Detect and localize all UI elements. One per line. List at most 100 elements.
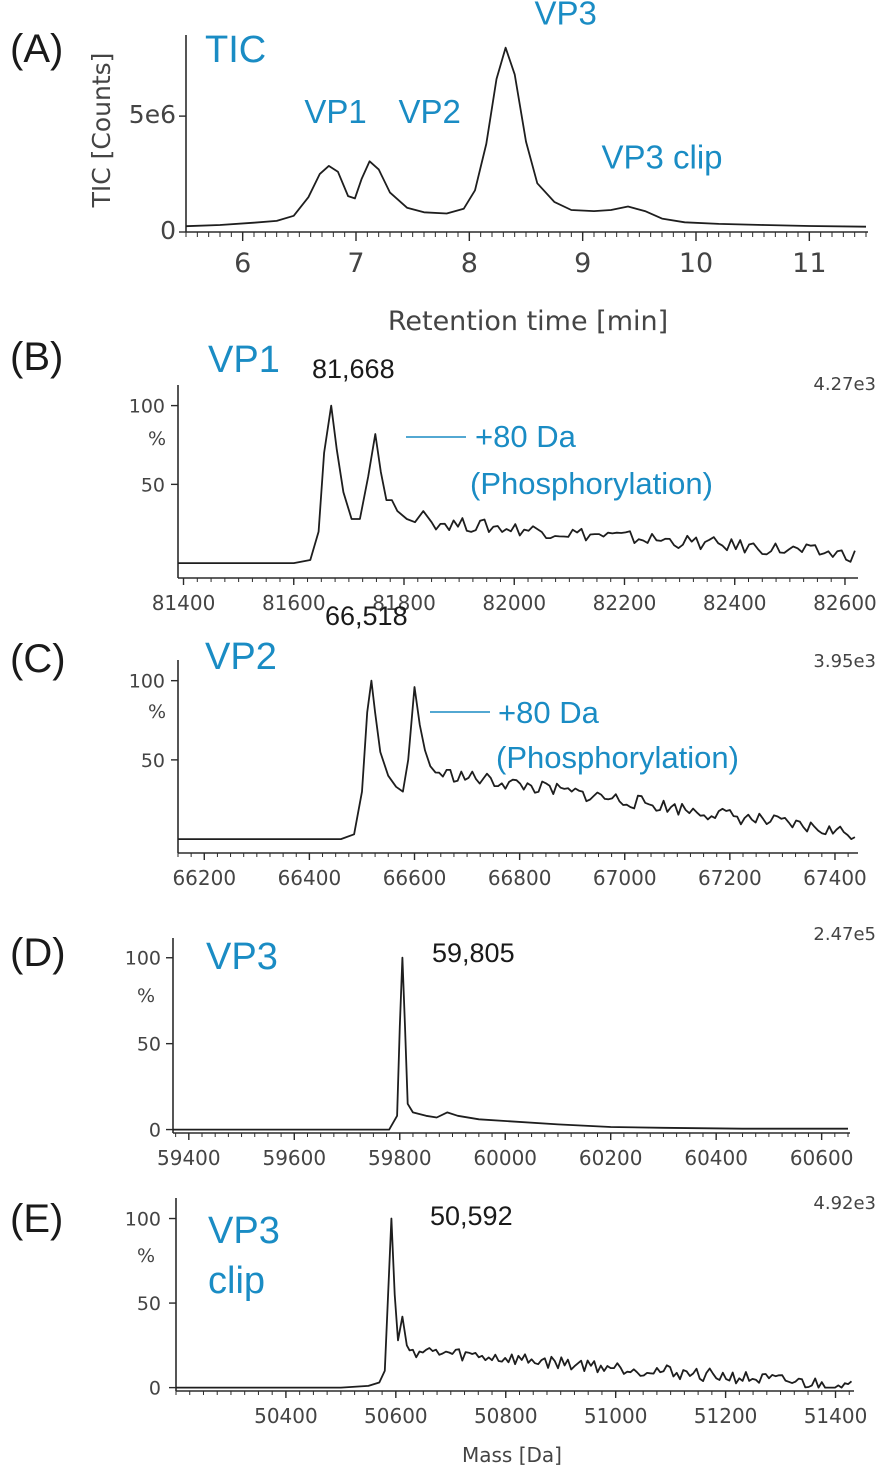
panel-c-percent-unit: % (148, 701, 166, 723)
x-tick-label: 66600 (383, 866, 447, 890)
y-tick-label: 100 (125, 948, 161, 970)
x-tick-label: 66200 (172, 866, 236, 890)
panel-e-plot: 50400 50600 50800 51000 51200 51400 0 50 100 (125, 1198, 868, 1428)
y-tick-label: 0 (149, 1120, 161, 1142)
x-tick-label: 67000 (593, 866, 657, 890)
panel-c-plot: 66200 66400 66600 66800 67000 67200 67400 50 100 (129, 660, 867, 890)
x-tick-label: 60400 (684, 1146, 748, 1170)
x-tick-label: 82000 (482, 591, 546, 615)
x-tick-label: 59600 (262, 1146, 326, 1170)
panel-c-title: VP2 (205, 636, 277, 678)
y-tick-label: 50 (141, 750, 165, 772)
panel-c-letter: (C) (10, 637, 66, 681)
x-tick-label: 81600 (262, 591, 326, 615)
panel-a-y-axis-title: TIC [Counts] (87, 53, 116, 209)
panel-b-intensity-scale: 4.27e3 (813, 374, 876, 395)
y-tick-label: 50 (137, 1034, 161, 1056)
x-tick-label: 66400 (278, 866, 342, 890)
panel-d-letter: (D) (10, 931, 66, 975)
spectrum-trace (185, 46, 867, 228)
panel-d-title: VP3 (206, 936, 278, 978)
panel-e: (E) VP3 clip 50,592 4.92e3 % Mass [Da] 5… (10, 1193, 876, 1467)
panel-e-percent-unit: % (137, 1245, 155, 1267)
x-tick-label: 10 (679, 248, 713, 279)
panel-c-annotation-modification: (Phosphorylation) (496, 740, 739, 775)
x-tick-label: 60200 (579, 1146, 643, 1170)
tic-peak-label: VP2 (398, 93, 460, 130)
panel-b-plot: 81400 81600 81800 82000 82200 82400 82600 50 100 (129, 385, 877, 615)
x-tick-label: 60000 (473, 1146, 537, 1170)
spectrum-trace (178, 404, 856, 564)
peak-apex (452, 765, 455, 768)
spectrum-trace (176, 1217, 853, 1389)
x-tick-label: 8 (461, 248, 478, 279)
panel-b: (B) VP1 81,668 4.27e3 % +80 Da (Phosphor… (10, 335, 877, 615)
y-tick-label: 0 (149, 1378, 161, 1400)
peak-apex (452, 1330, 455, 1333)
panel-d-peak-mass-label: 59,805 (432, 938, 515, 968)
x-tick-label: 60600 (790, 1146, 854, 1170)
peak-apex (482, 1344, 485, 1347)
x-tick-label: 50800 (474, 1404, 538, 1428)
x-tick-label: 11 (792, 248, 826, 279)
panel-a: (A) TIC TIC [Counts] Retention time [min… (10, 0, 868, 337)
panel-e-x-axis-title: Mass [Da] (462, 1443, 562, 1467)
x-tick-label: 59800 (368, 1146, 432, 1170)
spectrum-trace (173, 956, 848, 1131)
x-tick-label: 51200 (694, 1404, 758, 1428)
x-tick-label: 51000 (584, 1404, 648, 1428)
panel-c: (C) VP2 66,518 3.95e3 % +80 Da (Phosphor… (10, 601, 876, 890)
panel-a-letter: (A) (10, 27, 63, 71)
panel-b-percent-unit: % (148, 428, 166, 450)
panel-d-intensity-scale: 2.47e5 (813, 924, 876, 945)
x-tick-label: 82200 (593, 591, 657, 615)
panel-d: (D) VP3 59,805 2.47e5 % 59400 59600 59800 6… (10, 924, 876, 1170)
peak-apex (466, 749, 469, 752)
panel-e-title-line-2: clip (208, 1260, 265, 1302)
x-tick-label: 67200 (698, 866, 762, 890)
panel-a-title: TIC (205, 29, 266, 71)
panel-e-intensity-scale: 4.92e3 (813, 1193, 876, 1214)
y-tick-label: 100 (129, 671, 165, 693)
panel-e-letter: (E) (10, 1197, 63, 1241)
panel-a-plot: 6 7 8 9 10 11 0 5e6 VP1 VP2 VP3 VP3 clip (129, 0, 868, 279)
panel-a-x-axis-title: Retention time [min] (388, 306, 668, 337)
peak-apex (428, 1332, 431, 1335)
x-tick-label: 66800 (488, 866, 552, 890)
panel-c-annotation-mass-shift: +80 Da (498, 695, 600, 730)
x-tick-label: 7 (347, 248, 364, 279)
tic-peak-label: VP3 (534, 0, 596, 32)
x-tick-label: 50400 (254, 1404, 318, 1428)
panel-b-annotation-modification: (Phosphorylation) (470, 466, 713, 501)
x-tick-label: 9 (574, 248, 591, 279)
x-tick-label: 67400 (803, 866, 867, 890)
x-tick-label: 51400 (804, 1404, 868, 1428)
panel-d-plot: 59400 59600 59800 60000 60200 60400 60600 0 50 10… (125, 938, 854, 1170)
panel-e-peak-mass-label: 50,592 (430, 1201, 513, 1231)
tic-peak-label: VP3 clip (601, 138, 722, 175)
y-tick-label: 50 (141, 474, 165, 496)
y-tick-label: 5e6 (129, 100, 176, 129)
panel-e-title-line-1: VP3 (208, 1210, 280, 1252)
panel-b-annotation-mass-shift: +80 Da (475, 419, 577, 454)
x-tick-label: 6 (234, 248, 251, 279)
panel-b-title: VP1 (208, 339, 280, 381)
x-tick-label: 59400 (157, 1146, 221, 1170)
tic-peak-label: VP1 (304, 93, 366, 130)
y-tick-label: 50 (137, 1293, 161, 1315)
y-tick-label: 100 (129, 396, 165, 418)
y-tick-label: 100 (125, 1209, 161, 1231)
panel-c-peak-mass-label: 66,518 (325, 601, 408, 631)
x-tick-label: 81800 (372, 591, 436, 615)
panel-b-letter: (B) (10, 335, 63, 379)
x-tick-label: 82600 (813, 591, 877, 615)
panel-c-intensity-scale: 3.95e3 (813, 651, 876, 672)
x-tick-label: 81400 (152, 591, 216, 615)
spectrum-trace (178, 679, 856, 840)
y-tick-label: 0 (160, 216, 176, 245)
panel-d-percent-unit: % (137, 985, 155, 1007)
x-tick-label: 82400 (703, 591, 767, 615)
panel-b-peak-mass-label: 81,668 (312, 354, 395, 384)
x-tick-label: 50600 (364, 1404, 428, 1428)
